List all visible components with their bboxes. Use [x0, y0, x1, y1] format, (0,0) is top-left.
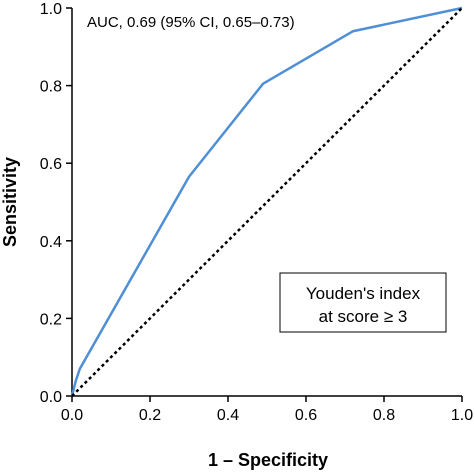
y-axis-title: Sensitivity	[0, 157, 20, 247]
y-tick-label: 0.4	[40, 234, 62, 251]
youden-annotation-line1: Youden's index	[306, 284, 421, 303]
x-tick-label: 0.0	[61, 407, 83, 424]
ticks: 0.0 0.2 0.4 0.6 0.8 1.0 0.0 0.2 0.4 0.6 0.8 1.0	[40, 1, 473, 424]
x-tick-label: 0.6	[295, 407, 317, 424]
x-tick-label: 0.8	[373, 407, 395, 424]
y-tick-label: 0.6	[40, 156, 62, 173]
axes	[71, 8, 462, 397]
youden-annotation-line2: at score ≥ 3	[319, 307, 408, 326]
youden-annotation-box	[279, 272, 447, 333]
x-tick-label: 0.4	[217, 407, 239, 424]
x-axis-title: 1 – Specificity	[208, 450, 328, 470]
auc-annotation: AUC, 0.69 (95% CI, 0.65–0.73)	[87, 14, 295, 31]
y-tick-label: 0.2	[40, 311, 62, 328]
x-tick-label: 0.2	[139, 407, 161, 424]
reference-diagonal-line	[71, 7, 463, 397]
y-tick-label: 1.0	[40, 1, 62, 18]
y-tick-label: 0.8	[40, 79, 62, 96]
x-tick-label: 1.0	[451, 407, 473, 424]
plot-lines	[70, 6, 463, 397]
roc-curve-line	[70, 6, 463, 397]
y-tick-label: 0.0	[40, 389, 62, 406]
